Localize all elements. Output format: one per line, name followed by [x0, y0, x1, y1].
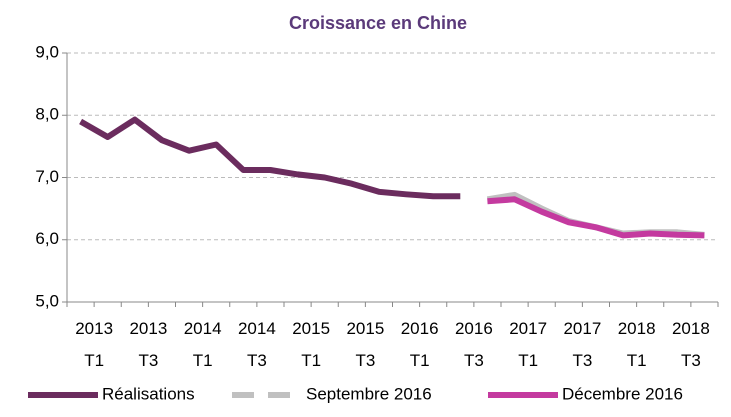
x-tick-label: 2018 T1 — [618, 319, 656, 370]
x-tick-label: 2017 T3 — [563, 319, 601, 370]
x-tick-label-line: T3 — [572, 351, 592, 370]
x-tick-label-line: 2013 — [129, 319, 167, 338]
x-tick-label-line: T3 — [138, 351, 158, 370]
x-tick-label-line: 2018 — [672, 319, 710, 338]
x-tick-label-line: T1 — [84, 351, 104, 370]
x-tick-label-line: 2018 — [618, 319, 656, 338]
x-tick-label: 2013 T3 — [129, 319, 167, 370]
x-tick-label-line: 2017 — [509, 319, 547, 338]
legend-label: Septembre 2016 — [306, 384, 432, 403]
x-tick-label-line: T3 — [681, 351, 701, 370]
x-tick-label-line: 2014 — [238, 319, 276, 338]
x-tick-label: 2014 T3 — [238, 319, 276, 370]
x-tick-label-line: T1 — [410, 351, 430, 370]
x-tick-label-line: 2015 — [346, 319, 384, 338]
x-tick-label-line: T1 — [193, 351, 213, 370]
x-tick-label-line: T1 — [518, 351, 538, 370]
series-line — [487, 196, 705, 239]
x-tick-label-line: 2015 — [292, 319, 330, 338]
x-tick-label: 2015 T3 — [346, 319, 384, 370]
x-tick-label-line: 2014 — [184, 319, 222, 338]
x-tick-label-line: T3 — [464, 351, 484, 370]
series-line — [79, 116, 461, 200]
x-tick-label: 2016 T3 — [455, 319, 493, 370]
y-tick-label: 5,0 — [35, 291, 59, 310]
x-tick-label: 2018 T3 — [672, 319, 710, 370]
x-tick-label: 2014 T1 — [184, 319, 222, 370]
x-tick-label-line: T1 — [301, 351, 321, 370]
x-tick-label-line: T3 — [247, 351, 267, 370]
chart-title: Croissance en Chine — [289, 13, 467, 33]
legend-label: Décembre 2016 — [562, 384, 683, 403]
x-tick-label: 2017 T1 — [509, 319, 547, 370]
y-tick-label: 9,0 — [35, 42, 59, 61]
legend-label: Réalisations — [102, 384, 195, 403]
x-tick-label: 2015 T1 — [292, 319, 330, 370]
x-tick-label-line: 2017 — [563, 319, 601, 338]
x-tick-label-line: 2013 — [75, 319, 113, 338]
x-tick-label: 2013 T1 — [75, 319, 113, 370]
y-tick-label: 8,0 — [35, 105, 59, 124]
x-tick-label-line: 2016 — [401, 319, 439, 338]
x-tick-label-line: T3 — [355, 351, 375, 370]
x-tick-label-line: T1 — [627, 351, 647, 370]
y-tick-label: 6,0 — [35, 229, 59, 248]
x-tick-label-line: 2016 — [455, 319, 493, 338]
x-tick-label: 2016 T1 — [401, 319, 439, 370]
y-tick-label: 7,0 — [35, 167, 59, 186]
